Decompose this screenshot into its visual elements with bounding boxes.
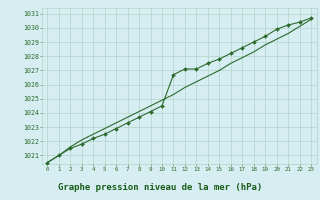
Text: Graphe pression niveau de la mer (hPa): Graphe pression niveau de la mer (hPa) <box>58 183 262 192</box>
